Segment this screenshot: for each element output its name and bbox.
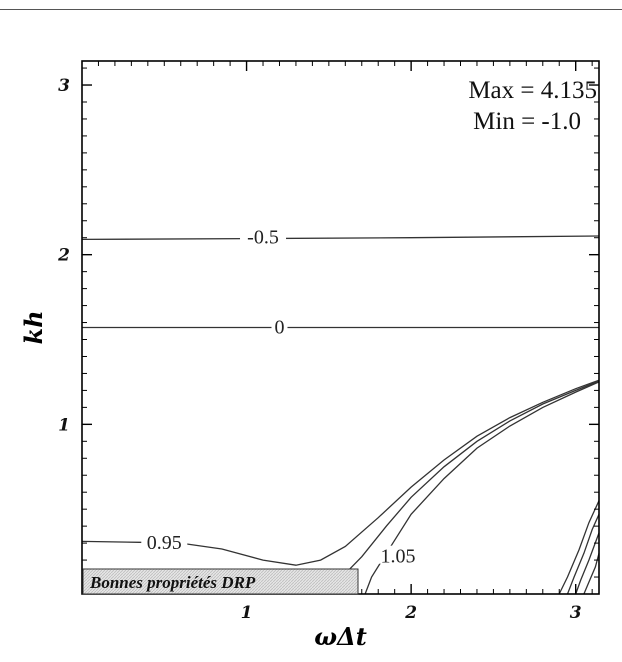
contour-lines [81, 235, 600, 595]
drp-region-box: Bonnes propriétés DRP [82, 568, 359, 595]
x-axis-label: ωΔt [314, 622, 367, 651]
y-tick-label-0: 1 [58, 415, 70, 435]
contour-line-7 [575, 532, 600, 595]
y-axis-label: kh [19, 310, 48, 344]
contour-line-6 [566, 514, 600, 595]
contour-label-bg-1 [271, 316, 288, 335]
contour-label-1: 0 [274, 317, 284, 339]
y-tick-labels: 1 2 3 [57, 76, 70, 435]
x-tick-labels: 1 2 3 [241, 603, 582, 623]
contour-label-2: 0.95 [147, 532, 182, 554]
x-tick-label-2: 3 [570, 603, 582, 623]
minor-ticks [82, 61, 599, 594]
contour-label-0: -0.5 [247, 227, 279, 249]
contour-labels: -0.5 0 0.95 1.05 [141, 226, 421, 568]
max-label: Max = 4.135 [468, 77, 597, 104]
contour-line-8 [583, 553, 600, 595]
contour-label-bg-2 [141, 532, 188, 551]
contour-line-2 [81, 379, 600, 566]
contour-label-4: 1.05 [380, 546, 415, 568]
contour-line-4 [364, 381, 600, 595]
contour-line-5 [558, 500, 600, 595]
drp-region-rect [82, 568, 359, 595]
x-tick-label-0: 1 [241, 603, 253, 623]
min-label: Min = -1.0 [473, 108, 581, 135]
top-rule [0, 9, 622, 10]
contour-label-bg-4 [374, 545, 421, 564]
major-ticks [82, 61, 599, 594]
y-tick-label-2: 3 [58, 76, 70, 96]
x-tick-label-1: 2 [404, 603, 417, 623]
drp-region-label: Bonnes propriétés DRP [89, 573, 256, 592]
y-tick-label-1: 2 [57, 246, 70, 266]
contour-line-0 [81, 235, 600, 241]
contour-label-bg-0 [240, 226, 287, 245]
contour-line-3 [344, 380, 600, 575]
